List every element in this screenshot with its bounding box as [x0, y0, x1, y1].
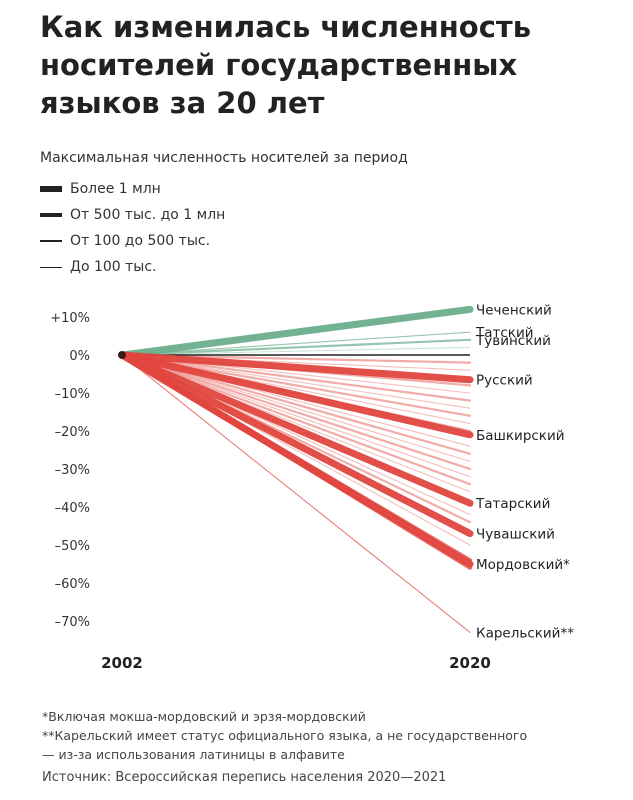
series-label: Татский — [475, 325, 534, 341]
x-tick-label: 2002 — [101, 654, 143, 672]
y-tick-label: –60% — [55, 577, 90, 592]
series-line-other — [120, 353, 472, 471]
series-label: Татарский — [475, 496, 550, 512]
y-tick-label: –50% — [55, 539, 90, 554]
series-label: Карельский** — [476, 625, 574, 641]
origin-dot — [118, 351, 126, 359]
legend-swatch — [40, 266, 62, 268]
series-label: Русский — [476, 373, 533, 389]
series-label: Башкирский — [476, 428, 565, 444]
series-line-other — [121, 346, 471, 356]
y-tick-label: 0% — [69, 349, 90, 364]
footnote-mordovian: *Включая мокша-мордовский и эрзя-мордовс… — [42, 709, 366, 724]
series-line-other — [121, 354, 471, 462]
series-line — [121, 354, 471, 633]
series-label: Тувинский — [475, 333, 551, 349]
legend-item-100k-500k: От 100 до 500 тыс. — [40, 228, 225, 254]
y-tick-label: –10% — [55, 387, 90, 402]
source-note: Источник: Всероссийская перепись населен… — [42, 770, 447, 785]
y-tick-label: –30% — [55, 463, 90, 478]
y-tick-label: –20% — [55, 425, 90, 440]
series-line-other — [121, 354, 471, 478]
legend-swatch — [40, 186, 62, 192]
legend-swatch — [40, 213, 62, 217]
legend-title: Максимальная численность носителей за пе… — [40, 150, 408, 166]
series-line — [120, 338, 472, 357]
y-tick-label: +10% — [50, 311, 90, 326]
series-label: Мордовский* — [476, 557, 570, 573]
series-label: Чувашский — [476, 527, 555, 543]
legend-item-500k-1m: От 500 тыс. до 1 млн — [40, 202, 225, 228]
page-title: Как изменилась численность носителей гос… — [40, 10, 532, 120]
legend-label: От 100 до 500 тыс. — [70, 233, 211, 249]
series-line — [118, 351, 474, 384]
legend-item-under-100k: До 100 тыс. — [40, 254, 225, 280]
y-tick-label: –40% — [55, 501, 90, 516]
legend: Более 1 млн От 500 тыс. до 1 млн От 100 … — [40, 176, 225, 280]
y-tick-label: –70% — [55, 615, 90, 630]
legend-swatch — [40, 239, 62, 243]
footnote-karelian: **Карельский имеет статус официального я… — [42, 728, 528, 743]
series-line — [121, 331, 471, 356]
legend-item-over-1m: Более 1 млн — [40, 176, 225, 202]
series-line — [118, 351, 474, 538]
legend-label: До 100 тыс. — [70, 259, 157, 275]
legend-label: Более 1 млн — [70, 181, 161, 197]
series-line — [118, 351, 474, 568]
x-tick-label: 2020 — [449, 654, 491, 672]
footnote-karelian-cont: — из-за использования латиницы в алфавит… — [42, 747, 345, 762]
series-line — [118, 351, 474, 439]
legend-label: От 500 тыс. до 1 млн — [70, 207, 226, 223]
series-line — [118, 351, 474, 507]
series-line-other — [121, 354, 471, 409]
series-line — [118, 305, 474, 359]
series-label: Чеченский — [476, 302, 552, 318]
line-chart: +10% 0% –10% –20% –30% –40% –50% –60% –70% Чеченс… — [50, 302, 574, 672]
footnotes: *Включая мокша-мордовский и эрзя-мордовс… — [42, 707, 602, 787]
